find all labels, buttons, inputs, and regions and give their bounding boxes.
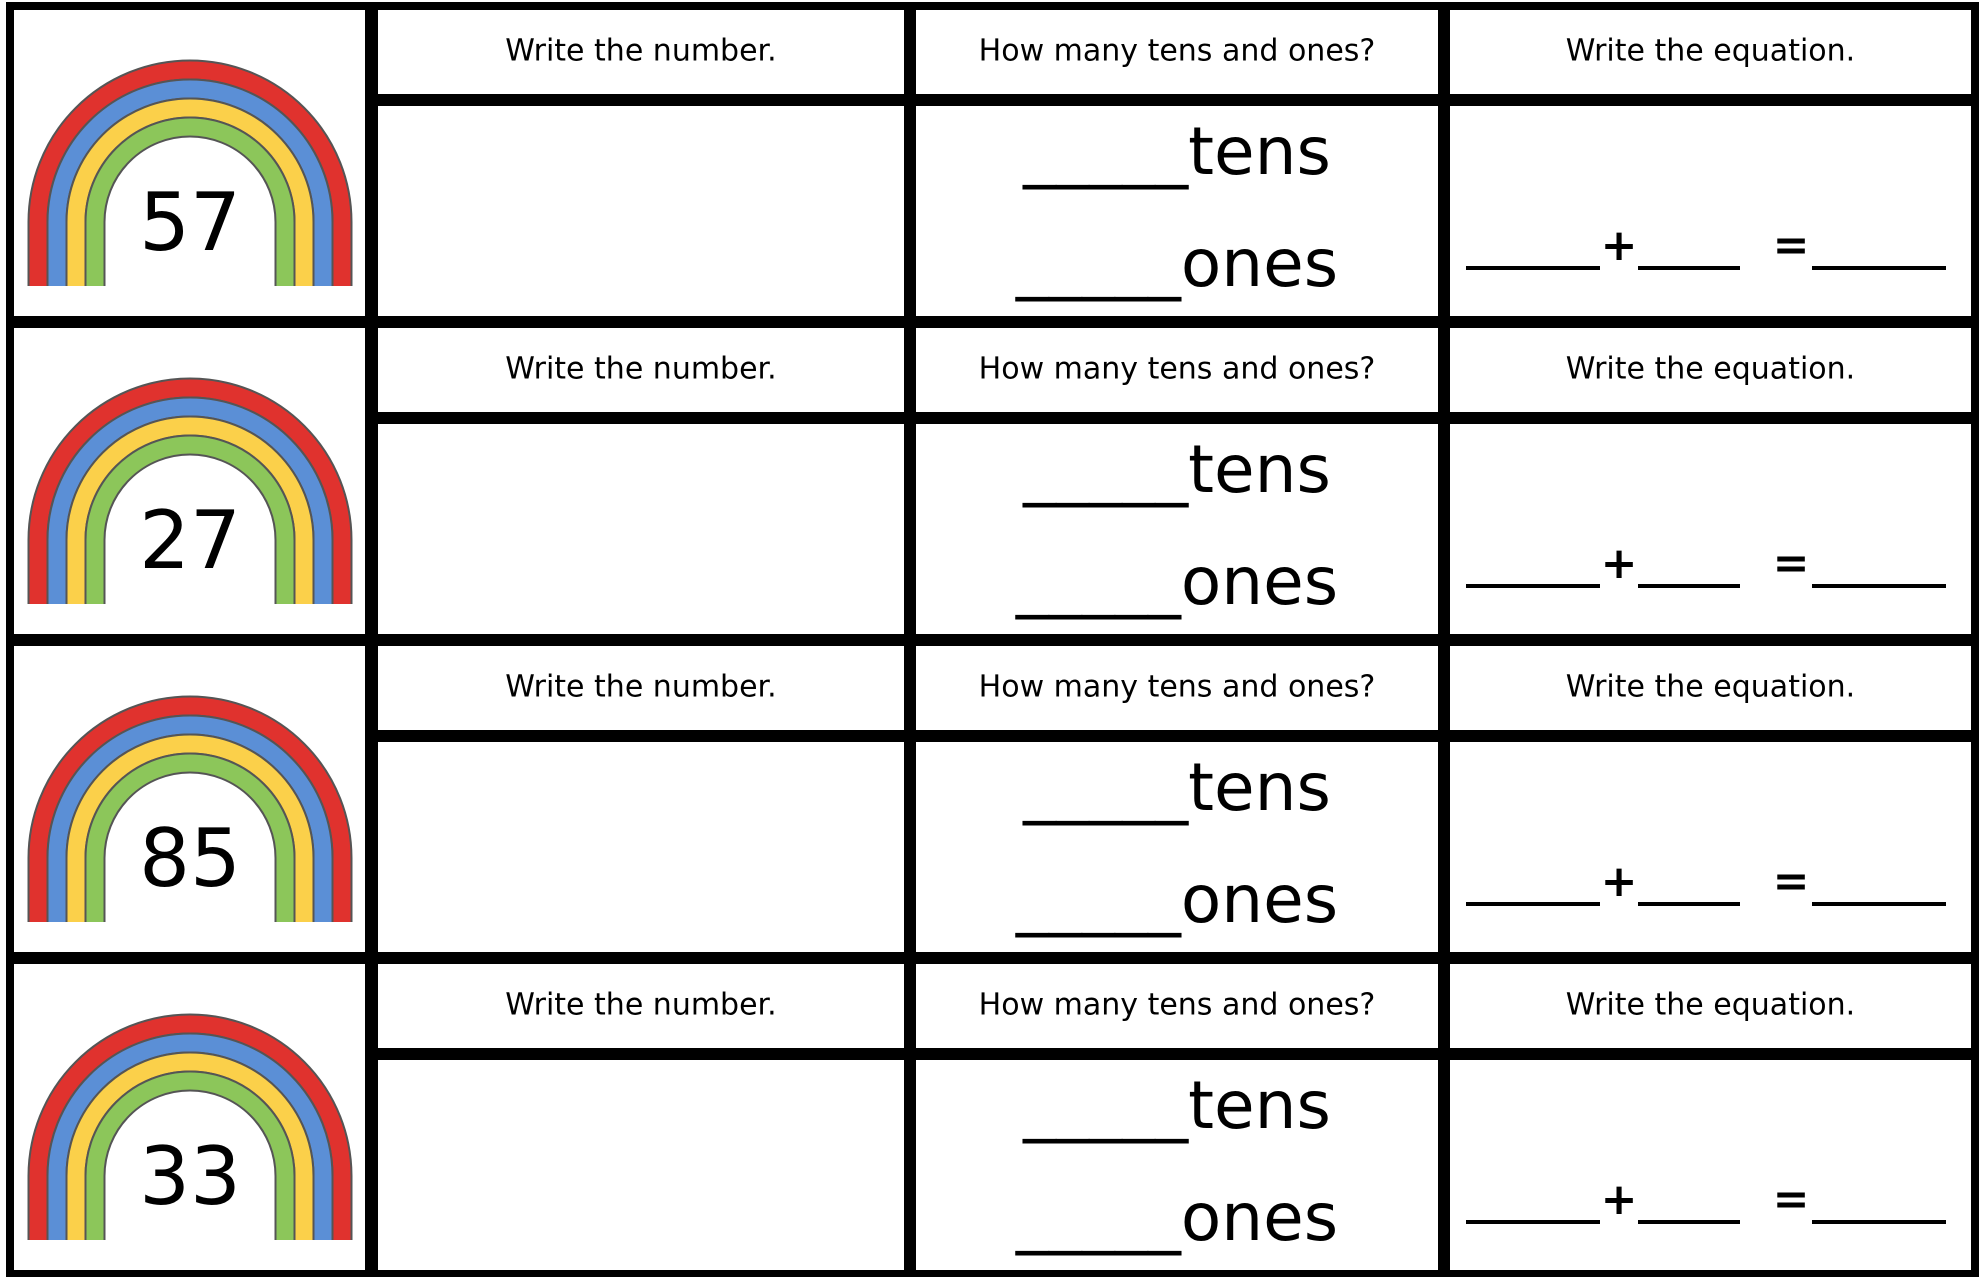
tens-blank: _____tens xyxy=(1022,1067,1331,1144)
rainbow-band xyxy=(86,436,294,604)
rainbow-number: 33 xyxy=(139,1130,241,1223)
header-cell xyxy=(370,956,912,1056)
equals-sign: = xyxy=(1773,1174,1810,1225)
answer-cell xyxy=(908,734,1446,960)
rainbow-band xyxy=(29,697,351,922)
plus-sign: + xyxy=(1601,538,1638,589)
plus-sign: + xyxy=(1601,856,1638,907)
row: 33 Write the number. How many tens and one… xyxy=(6,956,1979,1277)
ones-blank: _____ones xyxy=(1015,225,1338,302)
plus-sign: + xyxy=(1601,1174,1638,1225)
header-text: Write the number. xyxy=(505,670,776,705)
header-text: Write the equation. xyxy=(1566,988,1855,1023)
answer-cell xyxy=(370,98,912,324)
rainbow-number: 85 xyxy=(139,812,241,905)
answer-cell xyxy=(1442,416,1979,642)
rainbow-number: 57 xyxy=(139,176,241,269)
rainbow-number: 27 xyxy=(139,494,241,587)
row: 27 Write the number. How many tens and one… xyxy=(6,320,1979,642)
answer-cell xyxy=(908,416,1446,642)
row: 57 Write the number. How many tens and one… xyxy=(6,2,1979,324)
header-text: How many tens and ones? xyxy=(979,988,1376,1023)
answer-cell xyxy=(370,1052,912,1277)
header-text: Write the number. xyxy=(505,988,776,1023)
header-text: Write the equation. xyxy=(1566,352,1855,387)
rainbow-band xyxy=(29,379,351,604)
header-cell xyxy=(1442,320,1979,420)
rainbow-band xyxy=(67,417,313,604)
rainbow-band xyxy=(48,1034,332,1240)
rainbow-band xyxy=(67,1053,313,1240)
ones-blank: _____ones xyxy=(1015,543,1338,620)
row: 85 Write the number. How many tens and one… xyxy=(6,638,1979,960)
plus-sign: + xyxy=(1601,220,1638,271)
header-text: Write the equation. xyxy=(1566,670,1855,705)
rainbow-band xyxy=(29,1015,351,1240)
rainbow-band xyxy=(86,1072,294,1240)
header-cell xyxy=(908,956,1446,1056)
rainbow-band xyxy=(48,398,332,604)
answer-cell xyxy=(1442,1052,1979,1277)
equals-sign: = xyxy=(1773,220,1810,271)
ones-blank: _____ones xyxy=(1015,861,1338,938)
rainbow-band xyxy=(86,118,294,286)
answer-cell xyxy=(370,416,912,642)
rainbow-band xyxy=(29,61,351,286)
answer-cell xyxy=(1442,98,1979,324)
header-text: Write the number. xyxy=(505,34,776,69)
answer-cell xyxy=(1442,734,1979,960)
tens-blank: _____tens xyxy=(1022,113,1331,190)
rainbow-band xyxy=(48,716,332,922)
header-text: Write the number. xyxy=(505,352,776,387)
header-cell xyxy=(370,320,912,420)
tens-blank: _____tens xyxy=(1022,431,1331,508)
tens-blank: _____tens xyxy=(1022,749,1331,826)
header-cell xyxy=(1442,956,1979,1056)
header-text: Write the equation. xyxy=(1566,34,1855,69)
rainbow-band xyxy=(67,735,313,922)
header-text: How many tens and ones? xyxy=(979,352,1376,387)
header-text: How many tens and ones? xyxy=(979,34,1376,69)
rainbow-band xyxy=(48,80,332,286)
rainbow-band xyxy=(86,754,294,922)
equals-sign: = xyxy=(1773,538,1810,589)
header-cell xyxy=(908,638,1446,738)
ones-blank: _____ones xyxy=(1015,1179,1338,1256)
answer-cell xyxy=(370,734,912,960)
header-text: How many tens and ones? xyxy=(979,670,1376,705)
rainbow-band xyxy=(67,99,313,286)
equals-sign: = xyxy=(1773,856,1810,907)
